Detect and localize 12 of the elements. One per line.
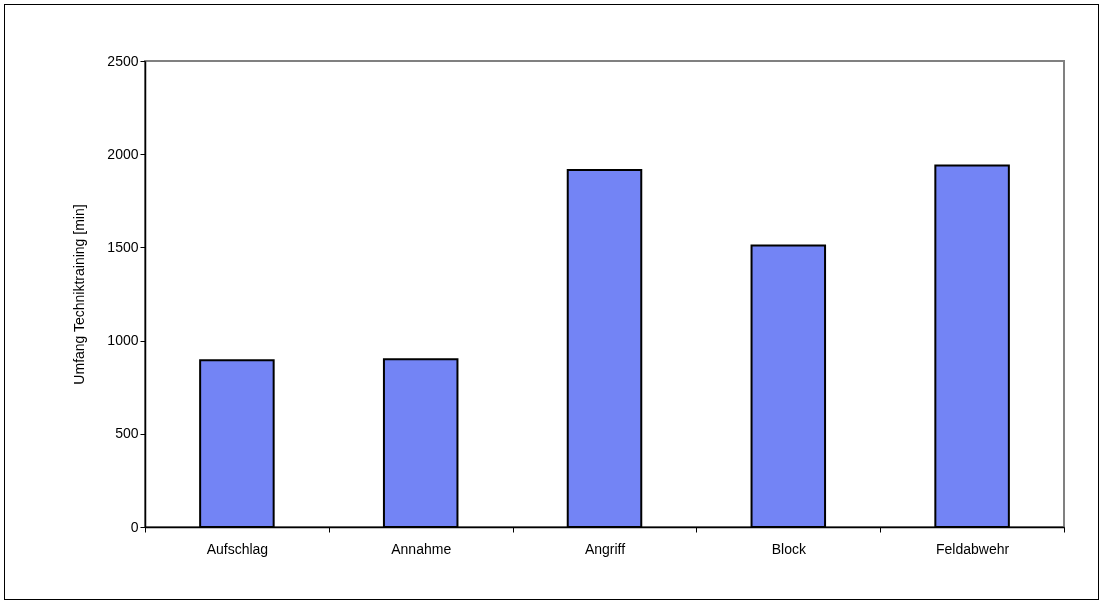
y-tick-label: 500: [115, 425, 139, 442]
y-tick-label: 2500: [107, 52, 139, 69]
y-tick-label: 0: [130, 518, 139, 535]
y-tick-label: 1500: [107, 238, 139, 255]
y-axis-title: Umfang Techniktraining [min]: [71, 204, 88, 385]
x-tick-label: Annahme: [391, 540, 452, 557]
x-tick-label: Feldabwehr: [936, 540, 1010, 557]
x-tick-label: Angriff: [584, 540, 626, 557]
x-tick-label: Block: [771, 540, 807, 557]
x-tick-label: Aufschlag: [206, 540, 269, 557]
y-tick-label: 2000: [107, 145, 139, 162]
y-tick-label: 1000: [107, 332, 139, 349]
